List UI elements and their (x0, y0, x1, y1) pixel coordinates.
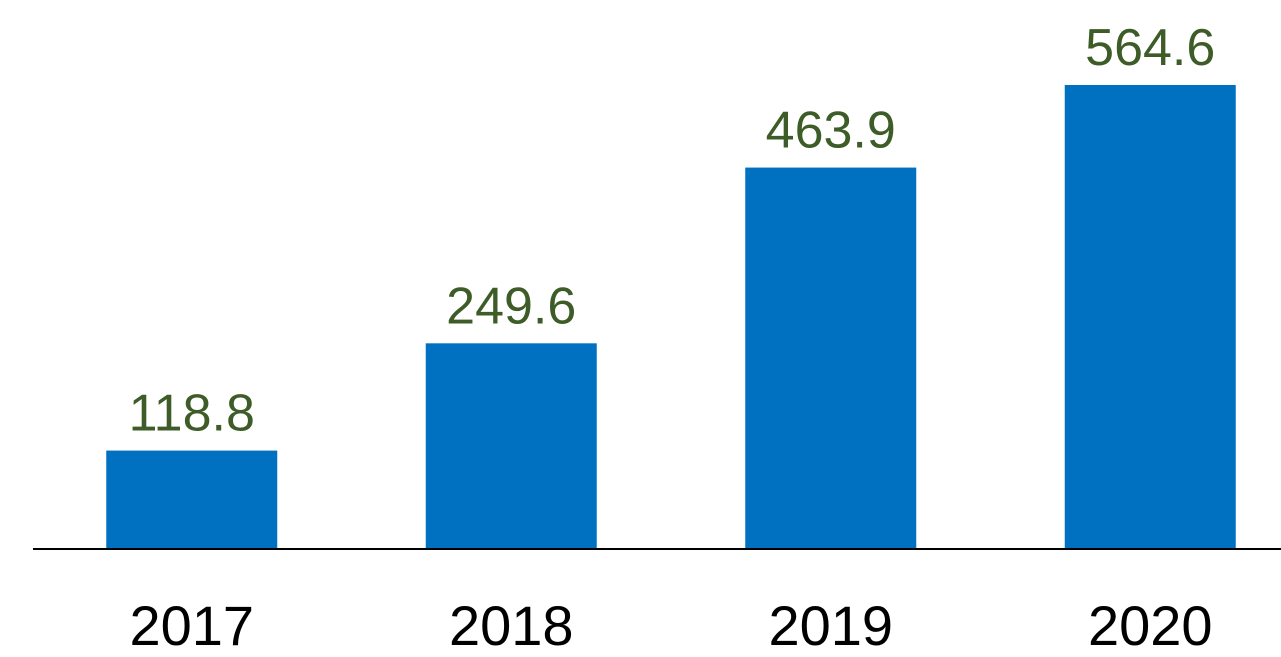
x-tick-label: 2018 (449, 594, 574, 657)
x-tick-label: 2017 (129, 594, 254, 657)
bar (106, 450, 278, 548)
x-tick-label: 2019 (768, 594, 893, 657)
value-label: 564.6 (1085, 19, 1215, 77)
value-label: 249.6 (446, 277, 576, 335)
x-tick-label: 2020 (1088, 594, 1213, 657)
value-label: 463.9 (766, 102, 896, 160)
bar (745, 167, 917, 549)
value-label: 118.8 (129, 385, 255, 443)
bar (425, 343, 597, 548)
bar (1064, 85, 1236, 548)
